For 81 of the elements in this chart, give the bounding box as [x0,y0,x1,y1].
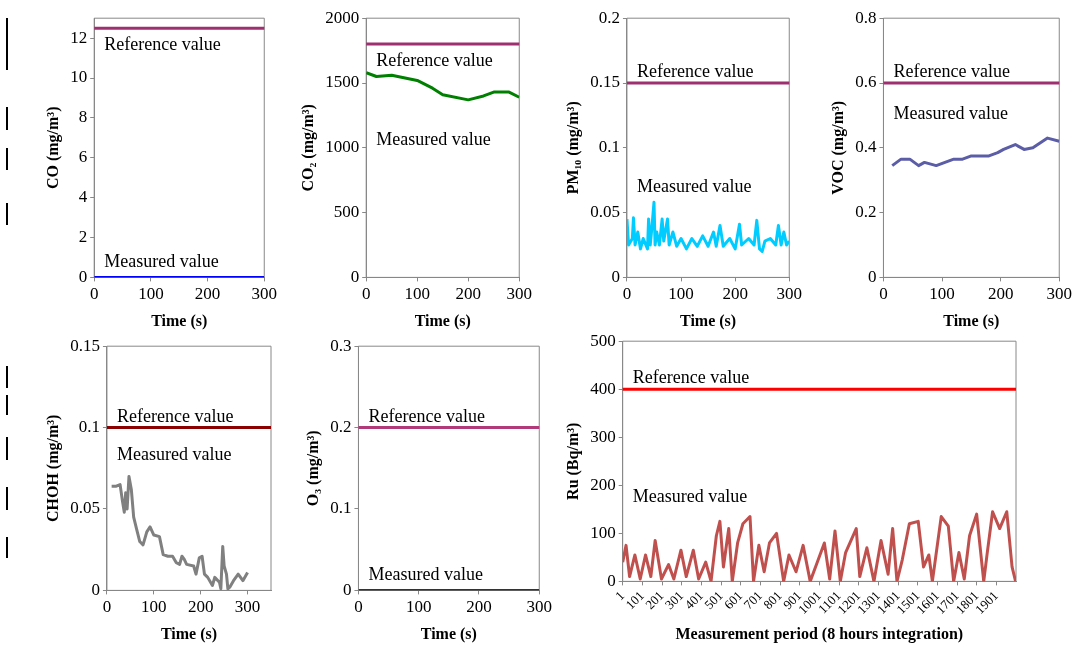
y-tick-label: 10 [70,67,88,87]
y-tick-label: 0 [867,266,877,286]
y-tick-label: 0.1 [330,498,352,518]
x-axis-title: Time (s) [414,311,471,330]
x-axis-title: Time (s) [151,311,208,330]
series-label: Measured value [368,564,483,585]
y-tick-label: 0 [607,570,616,590]
y-tick-label: 0.2 [855,202,877,222]
y-tick-label: 400 [590,378,616,398]
y-axis-title: CO (mg/m³) [43,106,62,190]
y-tick-label: 1000 [325,137,360,157]
y-tick-label: 2000 [325,7,360,27]
y-tick-label: 0.3 [330,335,352,355]
ref-line-label: Reference value [632,367,750,388]
y-axis-title: O₃ (mg/m³) [303,430,322,507]
x-axis-title: Time (s) [420,624,477,643]
y-tick-label: 0.05 [590,202,620,222]
y-axis-title: CHOH (mg/m³) [43,414,62,523]
ref-line-label: Reference value [376,50,493,71]
y-axis-title: Ru (Bq/m³) [563,422,582,500]
y-tick-label: 0 [78,266,88,286]
y-tick-label: 0.4 [855,137,877,157]
x-tick-label: 200 [722,284,748,304]
y-tick-label: 0.15 [590,72,620,92]
y-tick-label: 500 [333,202,360,222]
y-tick-label: 6 [78,147,88,167]
y-tick-label: 12 [70,27,88,47]
x-tick-label: 100 [668,284,694,304]
ref-line-label: Reference value [636,61,754,81]
ref-line-label: Reference value [116,405,234,426]
series-label: Measured value [116,444,232,465]
x-tick-label: 300 [1046,284,1072,304]
x-tick-label: 200 [466,597,492,617]
x-tick-label: 200 [987,284,1014,304]
x-tick-label: 200 [455,284,481,304]
y-tick-label: 100 [590,522,616,542]
ref-line-label: Reference value [104,34,221,55]
series-label: Measured value [376,128,491,149]
y-tick-label: 0.1 [78,417,100,437]
series-label: Measured value [636,176,752,197]
x-tick-label: 300 [251,284,277,304]
y-tick-label: 2 [78,226,88,246]
series-label: Measured value [893,102,1008,123]
y-tick-label: 0.2 [330,417,352,437]
x-tick-label: 300 [506,284,532,304]
y-tick-label: 0.15 [70,335,100,355]
y-axis-title: CO₂ (mg/m³) [298,104,317,192]
y-tick-label: 0 [350,266,360,286]
x-tick-label: 1 [612,587,628,604]
x-tick-label: 300 [526,597,552,617]
ref-line-label: Reference value [893,61,1010,81]
x-axis-title: Measurement period (8 hours integration) [675,624,964,643]
y-tick-label: 0.6 [855,72,877,92]
x-tick-label: 300 [776,284,802,304]
y-tick-label: 0.1 [598,137,620,157]
x-axis-title: Time (s) [943,311,1000,330]
x-axis-title: Time (s) [160,624,218,643]
y-tick-label: 0.8 [855,7,877,27]
y-axis-title: VOC (mg/m³) [828,100,847,195]
y-tick-label: 300 [590,426,616,446]
y-tick-label: 200 [590,474,616,494]
x-tick-label: 100 [141,597,167,617]
y-tick-label: 0.05 [70,498,100,518]
y-tick-label: 4 [78,187,88,207]
x-tick-label: 100 [929,284,955,304]
x-tick-label: 100 [404,284,430,304]
series-label: Measured value [104,251,219,272]
series-label: Measured value [632,485,748,506]
x-tick-label: 200 [194,284,221,304]
y-axis-title: PM₁₀ (mg/m³) [563,101,582,195]
x-axis-title: Time (s) [680,311,737,330]
x-tick-label: 100 [405,597,432,617]
x-tick-label: 100 [138,284,164,304]
x-tick-label: 200 [187,597,214,617]
y-tick-label: 8 [78,107,88,127]
y-tick-label: 0.2 [598,7,620,27]
x-tick-label: 300 [234,597,261,617]
y-tick-label: 1500 [325,72,360,92]
y-tick-label: 0 [611,266,620,286]
ref-line-label: Reference value [368,405,485,426]
y-tick-label: 500 [590,330,616,350]
